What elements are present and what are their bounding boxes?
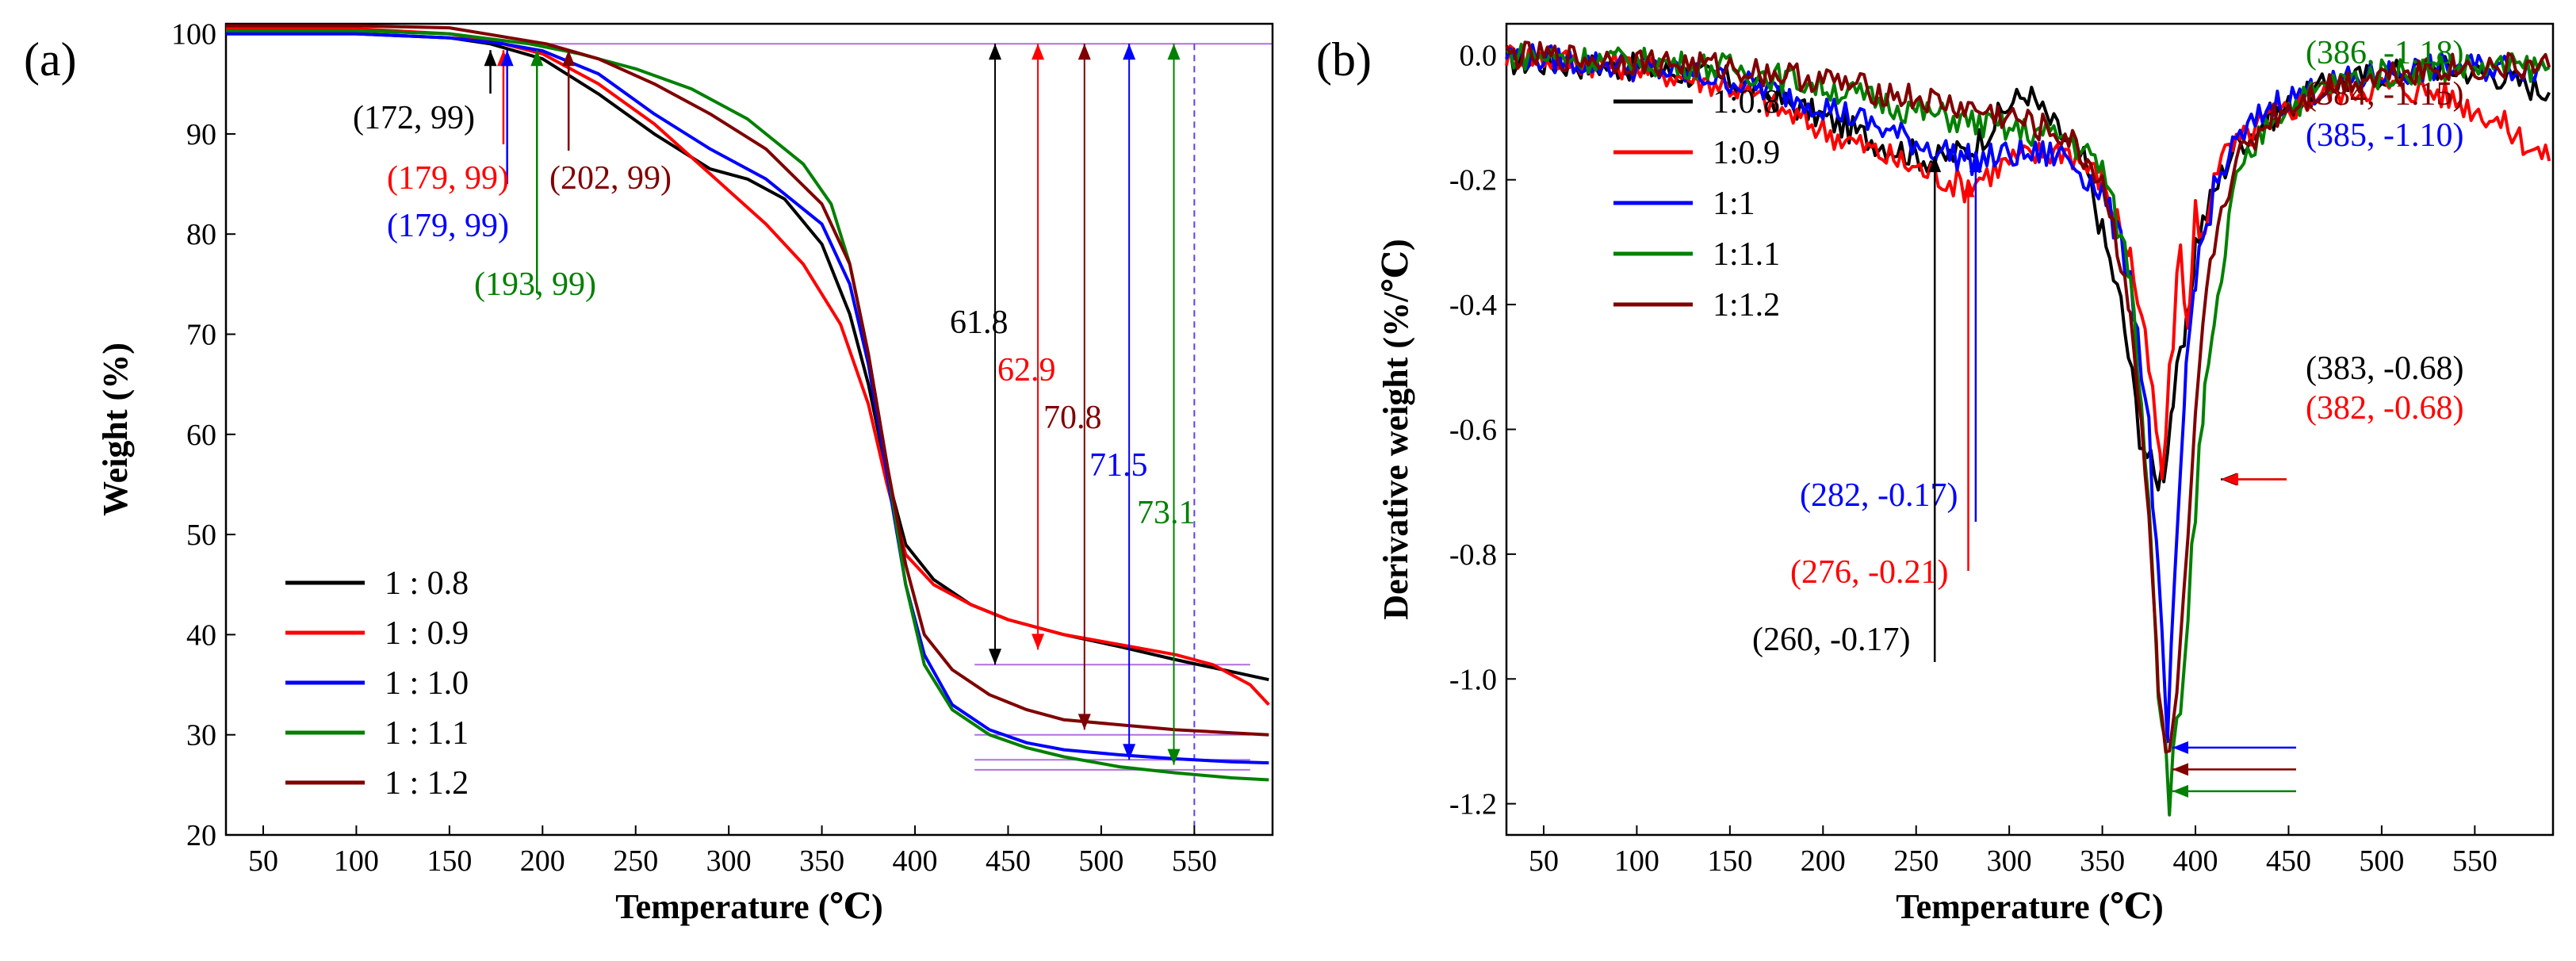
a-x-tick-label: 50 [248, 844, 278, 878]
a-y-tick-label: 80 [186, 218, 216, 251]
a-series-line-5 [226, 24, 1269, 737]
a-loss-label: 70.8 [1043, 400, 1102, 436]
a-x-tick-label: 350 [799, 844, 844, 878]
a-onset-arrow-head [562, 50, 576, 67]
panel-a-tga-chart: 50 100 150 200 250 300 350 400 450 500 550 20 30 40 50… [96, 18, 1274, 926]
a-x-tick-label: 100 [334, 844, 379, 878]
b-x-tick-label: 450 [2266, 844, 2311, 878]
a-x-tick-label: 450 [986, 844, 1031, 878]
b-legend-label: 1:1.1 [1713, 236, 1780, 273]
b-y-tick-label: 0.0 [1460, 39, 1498, 72]
b-x-tick-label: 500 [2359, 844, 2404, 878]
b-x-tick-label: 100 [1614, 844, 1659, 878]
b-y-axis-title: Derivative weight (%/℃) [1376, 239, 1415, 619]
panel-b-label: (b) [1316, 33, 1372, 86]
a-loss-label: 61.8 [950, 304, 1009, 341]
b-y-tick-label: -0.4 [1449, 289, 1497, 322]
b-x-tick-label: 50 [1529, 844, 1559, 878]
a-loss-arrow-down-head [1167, 749, 1181, 765]
b-x-tick-label: 250 [1893, 844, 1939, 878]
b-x-tick-label: 350 [2080, 844, 2125, 878]
a-onset-label: (193, 99) [474, 266, 596, 303]
a-x-tick-label: 400 [893, 844, 938, 878]
b-x-tick-label: 400 [2173, 844, 2218, 878]
b-peak-arrow-head [2172, 741, 2188, 754]
b-peak-arrow-head [2172, 784, 2188, 798]
a-x-axis-title: Temperature (℃) [615, 887, 882, 926]
a-y-tick-label: 60 [186, 419, 216, 452]
b-peak-label: (385, -1.10) [2306, 117, 2463, 154]
b-legend-label: 1:0.8 [1713, 84, 1780, 121]
a-y-tick-label: 50 [186, 519, 216, 552]
panel-a-label: (a) [24, 33, 77, 86]
a-y-tick-label: 20 [186, 819, 216, 852]
a-y-tick-label: 100 [171, 18, 216, 52]
b-shoulder-arrow-head [1962, 181, 1975, 197]
a-x-tick-label: 150 [427, 844, 472, 878]
b-series-line-5 [1505, 40, 2551, 754]
a-y-axis-title: Weight (%) [96, 343, 135, 516]
a-x-tick-label: 550 [1172, 844, 1217, 878]
a-onset-label: (202, 99) [549, 160, 672, 197]
a-loss-arrow-down-head [1123, 744, 1136, 760]
a-onset-arrow-head [530, 50, 544, 67]
a-y-tick-label: 30 [186, 719, 216, 752]
b-y-tick-label: -1.0 [1449, 663, 1497, 696]
b-peak-label: (383, -0.68) [2306, 350, 2463, 387]
a-onset-label: (172, 99) [353, 100, 475, 136]
b-x-axis-title: Temperature (℃) [1896, 887, 2163, 926]
a-plot-frame [224, 22, 1274, 837]
a-onset-label: (179, 99) [387, 208, 509, 244]
a-onset-label: (179, 99) [387, 160, 509, 197]
b-y-tick-label: -0.8 [1449, 538, 1497, 572]
a-x-tick-label: 200 [520, 844, 565, 878]
a-x-tick-label: 250 [613, 844, 658, 878]
panel-b-dtg-chart: 50 100 150 200 250 300 350 400 450 500 550 0.0 -0.2 -… [1376, 22, 2555, 926]
b-shoulder-label: (282, -0.17) [1800, 477, 1958, 514]
b-peak-label: (382, -0.68) [2306, 390, 2463, 427]
a-loss-label: 73.1 [1137, 495, 1196, 531]
b-x-tick-label: 150 [1707, 844, 1752, 878]
a-loss-arrow-down-head [989, 649, 1002, 665]
b-peak-label: (386, -1.18) [2306, 35, 2463, 71]
a-x-tick-label: 300 [706, 844, 752, 878]
a-legend-label: 1 : 1.1 [385, 715, 469, 752]
a-loss-arrow-down-head [1032, 634, 1045, 650]
b-x-tick-label: 200 [1801, 844, 1846, 878]
b-y-tick-label: -1.2 [1449, 788, 1497, 821]
a-legend-label: 1 : 0.9 [385, 615, 469, 652]
b-legend-label: 1:1.2 [1713, 287, 1780, 324]
a-series-line-4 [226, 29, 1269, 782]
a-onset-arrow-head [500, 50, 514, 67]
b-peak-label: (384, -1.15) [2306, 76, 2463, 113]
a-series-line-3 [226, 32, 1269, 765]
b-legend-label: 1:1 [1713, 186, 1755, 222]
a-x-tick-label: 500 [1078, 844, 1123, 878]
b-shoulder-arrow-head [1969, 156, 1982, 173]
a-y-tick-label: 90 [186, 118, 216, 151]
b-x-tick-label: 550 [2452, 844, 2498, 878]
b-y-tick-label: -0.6 [1449, 414, 1497, 447]
b-legend-label: 1:0.9 [1713, 135, 1780, 171]
a-legend-label: 1 : 1.2 [385, 765, 469, 802]
a-loss-label: 71.5 [1089, 447, 1148, 484]
b-peak-arrow-head [2222, 473, 2238, 486]
b-shoulder-arrow-head [1928, 156, 1942, 173]
a-legend-label: 1 : 0.8 [385, 565, 469, 602]
b-y-tick-label: -0.2 [1449, 164, 1497, 197]
b-series-line-4 [1506, 42, 2551, 817]
a-onset-arrow-head [484, 50, 497, 67]
a-loss-arrow-down-head [1077, 714, 1091, 730]
b-shoulder-label: (260, -0.17) [1752, 622, 1910, 658]
b-shoulder-label: (276, -0.21) [1790, 554, 1948, 591]
a-legend-label: 1 : 1.0 [385, 665, 469, 702]
a-y-tick-label: 70 [186, 319, 216, 352]
b-peak-arrow-head [2172, 763, 2188, 776]
a-y-tick-label: 40 [186, 618, 216, 652]
a-series-line-2 [226, 27, 1270, 706]
a-loss-label: 62.9 [997, 352, 1056, 389]
b-x-tick-label: 300 [1987, 844, 2032, 878]
